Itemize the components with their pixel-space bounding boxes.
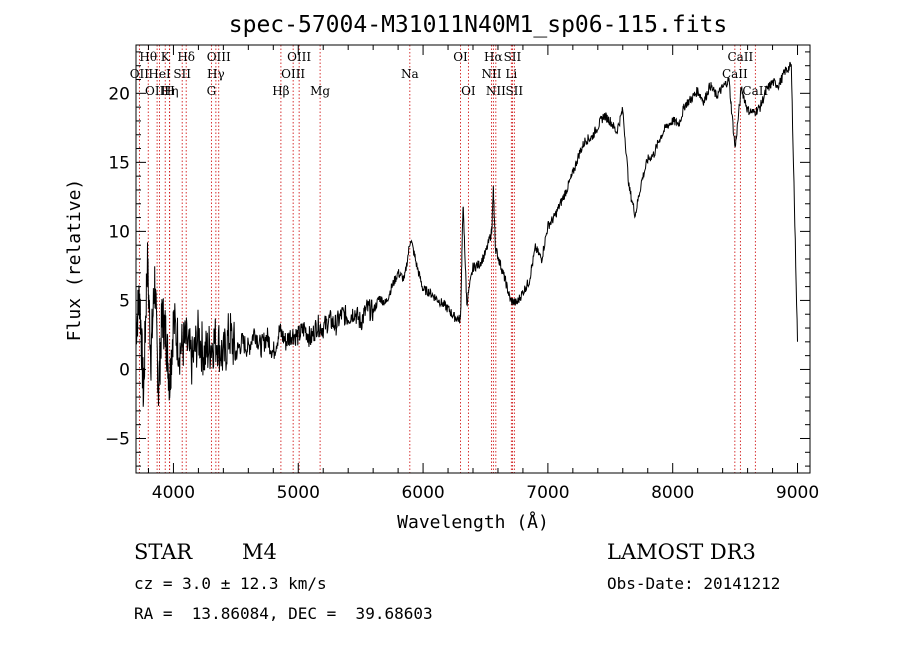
y-tick-label: 15 — [108, 153, 130, 173]
y-tick-label: 10 — [108, 222, 130, 242]
spectral-line-label: OII — [130, 67, 150, 81]
x-tick-label: 5000 — [277, 483, 320, 503]
spectral-line-label: Hη — [161, 84, 179, 98]
spectral-line-label: NII — [481, 67, 501, 81]
spectral-line-label: Hδ — [177, 50, 195, 64]
y-tick-label: 20 — [108, 84, 130, 104]
spectral-line-label: OIII — [287, 50, 311, 64]
x-tick-label: 8000 — [651, 483, 694, 503]
survey-name: LAMOST DR3 — [607, 540, 756, 564]
spectral-line-label: Hθ — [139, 50, 157, 64]
x-axis-ticks: 4000 5000 6000 7000 8000 9000 — [147, 45, 819, 503]
y-axis-label: Flux (relative) — [64, 179, 85, 342]
observation-date: Obs-Date: 20141212 — [607, 574, 781, 593]
spectral-line-label: H — [164, 84, 174, 98]
y-axis-ticks: −5 0 5 10 15 20 — [105, 51, 810, 467]
object-class: STAR — [134, 540, 193, 564]
spectral-line-label: CaII — [722, 67, 748, 81]
spectral-line-label: G — [207, 84, 217, 98]
spectral-line-label: Li — [505, 67, 517, 81]
y-tick-label: 5 — [119, 291, 130, 311]
spectral-line-label: K — [161, 50, 171, 64]
y-tick-label: 0 — [119, 360, 130, 380]
spectral-line-label: HeI — [148, 67, 171, 81]
spectral-line-label: SII — [505, 84, 523, 98]
spectral-line-label: Na — [401, 67, 419, 81]
spectral-line-markers — [138, 45, 756, 473]
spectral-line-label: NII — [486, 84, 506, 98]
spectral-line-label: OI — [461, 84, 476, 98]
spectral-line-label: Hβ — [272, 84, 289, 98]
spectral-line-label: OIII — [281, 67, 305, 81]
redshift-info: cz = 3.0 ± 12.3 km/s — [134, 574, 327, 593]
x-tick-label: 9000 — [776, 483, 819, 503]
plot-frame — [135, 44, 811, 474]
spectral-line-label: SII — [504, 50, 522, 64]
x-tick-label: 4000 — [152, 483, 195, 503]
spectral-line-label: CaII — [742, 84, 768, 98]
chart-title: spec-57004-M31011N40M1_sp06-115.fits — [229, 12, 728, 38]
spectral-line-label: Hα — [484, 50, 503, 64]
x-tick-label: 6000 — [401, 483, 444, 503]
spectral-line-label: OIII — [145, 84, 169, 98]
object-subclass: M4 — [242, 540, 277, 564]
x-tick-label: 7000 — [526, 483, 569, 503]
spectral-line-label: OI — [453, 50, 468, 64]
spectral-line-label: OIII — [207, 50, 231, 64]
y-tick-label: −5 — [105, 429, 130, 449]
x-axis-label: Wavelength (Å) — [397, 511, 549, 533]
spectral-line-label: Hγ — [207, 67, 225, 81]
spectrum-line — [135, 61, 798, 407]
spectral-line-label: SII — [173, 67, 191, 81]
spectral-line-labels: OII Hθ OIII HeI K HηH SII Hδ G Hγ OIII Hβ OIII OIII Mg… — [130, 50, 769, 98]
spectral-line-label: CaII — [727, 50, 753, 64]
coordinates: RA = 13.86084, DEC = 39.68603 — [134, 604, 433, 623]
spectral-line-label: Mg — [310, 84, 330, 98]
